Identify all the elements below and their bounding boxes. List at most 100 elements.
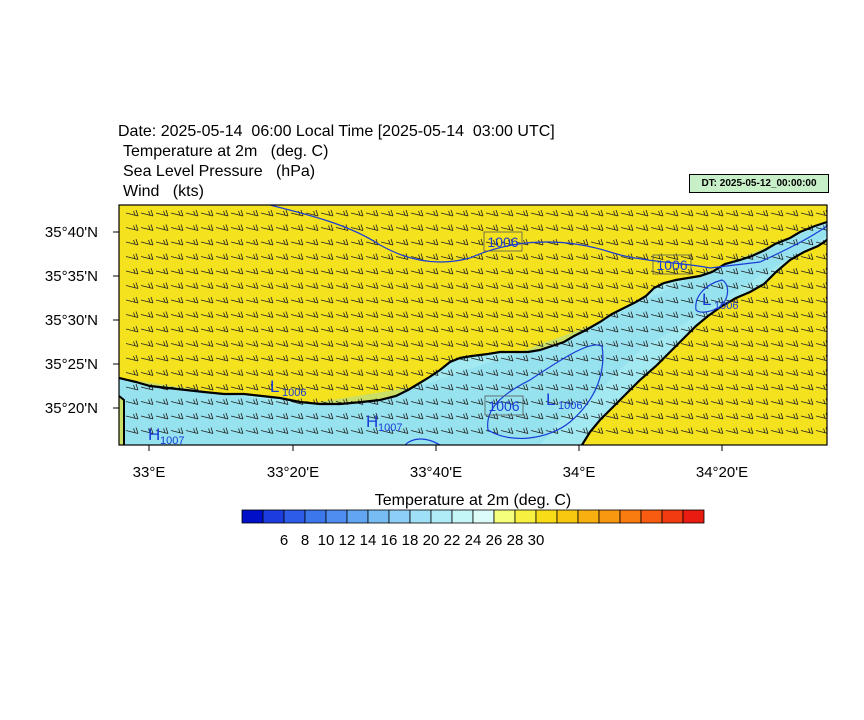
variable-wind: Wind (kts) [123,183,204,200]
wind-barb [590,209,604,217]
wind-barb [230,354,244,362]
wind-barb [560,383,574,391]
wind-barb [740,224,754,231]
wind-barb [740,238,754,246]
isobars [269,205,827,445]
wind-barb [440,340,454,347]
wind-barb [515,427,529,434]
wind-barb [680,209,694,217]
wind-barb [785,224,799,231]
wind-barb [185,267,199,275]
wind-barb [260,267,274,275]
colorbar-swatch [430,509,453,524]
wind-barb [215,427,229,434]
wind-barb [500,354,514,362]
wind-barb [440,427,454,434]
wind-barb [425,427,439,434]
wind-barb [170,311,184,318]
wind-barb [245,427,259,434]
lon-label: 34°20'E [696,464,748,481]
wind-barb [335,354,349,362]
wind-barb [515,209,529,217]
wind-barb [230,224,244,231]
wind-barb [590,238,604,246]
wind-barb [575,296,589,304]
wind-barb [710,253,724,260]
wind-barb [275,253,289,260]
wind-barb [260,296,274,304]
wind-barb [230,282,244,289]
wind-barb [620,412,634,420]
wind-barb [605,238,619,246]
wind-barb [425,354,439,362]
wind-barb [395,412,409,420]
wind-barb [380,253,394,260]
land-west [119,396,124,445]
wind-barb [260,311,274,318]
wind-barb [275,340,289,347]
wind-barb [695,296,709,304]
wind-barb [770,427,784,434]
wind-barb [290,412,304,420]
wind-barb [380,340,394,347]
wind-barb [530,282,544,289]
wind-barb [245,325,259,333]
wind-barb [425,340,439,347]
wind-barb [785,325,799,333]
wind-barb [200,311,214,318]
wind-barb [125,267,139,275]
wind-barb [755,398,769,405]
colorbar-tick-label: 18 [402,532,419,549]
wind-barb [275,383,289,391]
wind-barb [170,369,184,376]
wind-barb [170,427,184,434]
isobar-label-text: 1006 [488,398,519,414]
wind-barb [365,296,379,304]
wind-barb [350,253,364,260]
wind-barb [260,224,274,231]
longitude-axis: 33°E 33°20'E 33°40'E 34°E 34°20'E [133,445,748,481]
isobar-label: 1006 [484,395,524,416]
wind-barb [740,325,754,333]
wind-barb [740,340,754,347]
wind-barb [155,296,169,304]
wind-barb [410,311,424,318]
wind-barb [575,267,589,275]
wind-barb [770,369,784,376]
wind-barb [395,209,409,217]
wind-barb [320,267,334,275]
wind-barb [425,253,439,260]
pressure-center-letter: L [546,390,555,409]
wind-barb [755,296,769,304]
wind-barb [725,224,739,231]
isobar-label-text: 1006 [487,234,518,250]
wind-barb [590,383,604,391]
wind-barb [455,383,469,391]
pressure-center-high: H 1007 [148,425,184,447]
wind-barb [500,282,514,289]
latitude-axis: 35°40'N 35°35'N 35°30'N 35°25'N 35°20'N [45,224,119,417]
wind-barb [440,267,454,275]
wind-barb [305,209,319,217]
wind-barb [155,398,169,405]
wind-barb [665,325,679,333]
wind-barb [335,282,349,289]
wind-barb [395,238,409,246]
wind-barb [365,340,379,347]
wind-barb [530,427,544,434]
wind-barb [635,311,649,318]
wind-barb [215,369,229,376]
wind-barb [470,412,484,420]
wind-barb [740,398,754,405]
wind-barb [545,311,559,318]
wind-barb [320,354,334,362]
wind-barb [515,383,529,391]
wind-barb [620,340,634,347]
wind-barb [125,427,139,434]
wind-barb [275,412,289,420]
wind-barb [515,267,529,275]
wind-barb [350,354,364,362]
wind-barb [635,224,649,231]
wind-barb [680,354,694,362]
wind-barb [530,354,544,362]
